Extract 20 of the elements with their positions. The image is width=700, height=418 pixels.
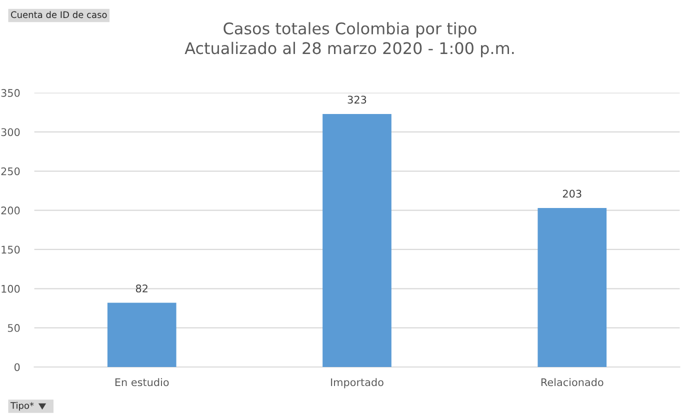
x-tick-label: Importado [331, 378, 384, 388]
y-tick-label: 300 [1, 128, 20, 136]
bar [107, 302, 176, 368]
data-label: 203 [562, 190, 582, 198]
x-tick-label: Relacionado [541, 378, 604, 386]
text: Cuenta de ID de caso [11, 11, 107, 18]
chart-title: Casos totales Colombia por tipo Actualizado al 28 marzo 2020 - 1:00 p.m. [184, 22, 514, 58]
bar [538, 208, 607, 368]
y-tick-label: 0 [14, 363, 20, 372]
y-tick-label: 50 [8, 324, 20, 332]
bar [322, 114, 392, 368]
data-label: 323 [348, 96, 366, 104]
text: Tipo* [10, 402, 34, 411]
y-tick-label: 250 [1, 167, 20, 176]
y-tick-label: 100 [2, 284, 20, 293]
y-tick-label: 150 [2, 246, 20, 254]
x-tick-label: En estudio [115, 378, 169, 386]
y-tick-label: 350 [1, 89, 20, 97]
data-label: 82 [136, 284, 148, 292]
y-tick-label: 200 [1, 206, 20, 214]
